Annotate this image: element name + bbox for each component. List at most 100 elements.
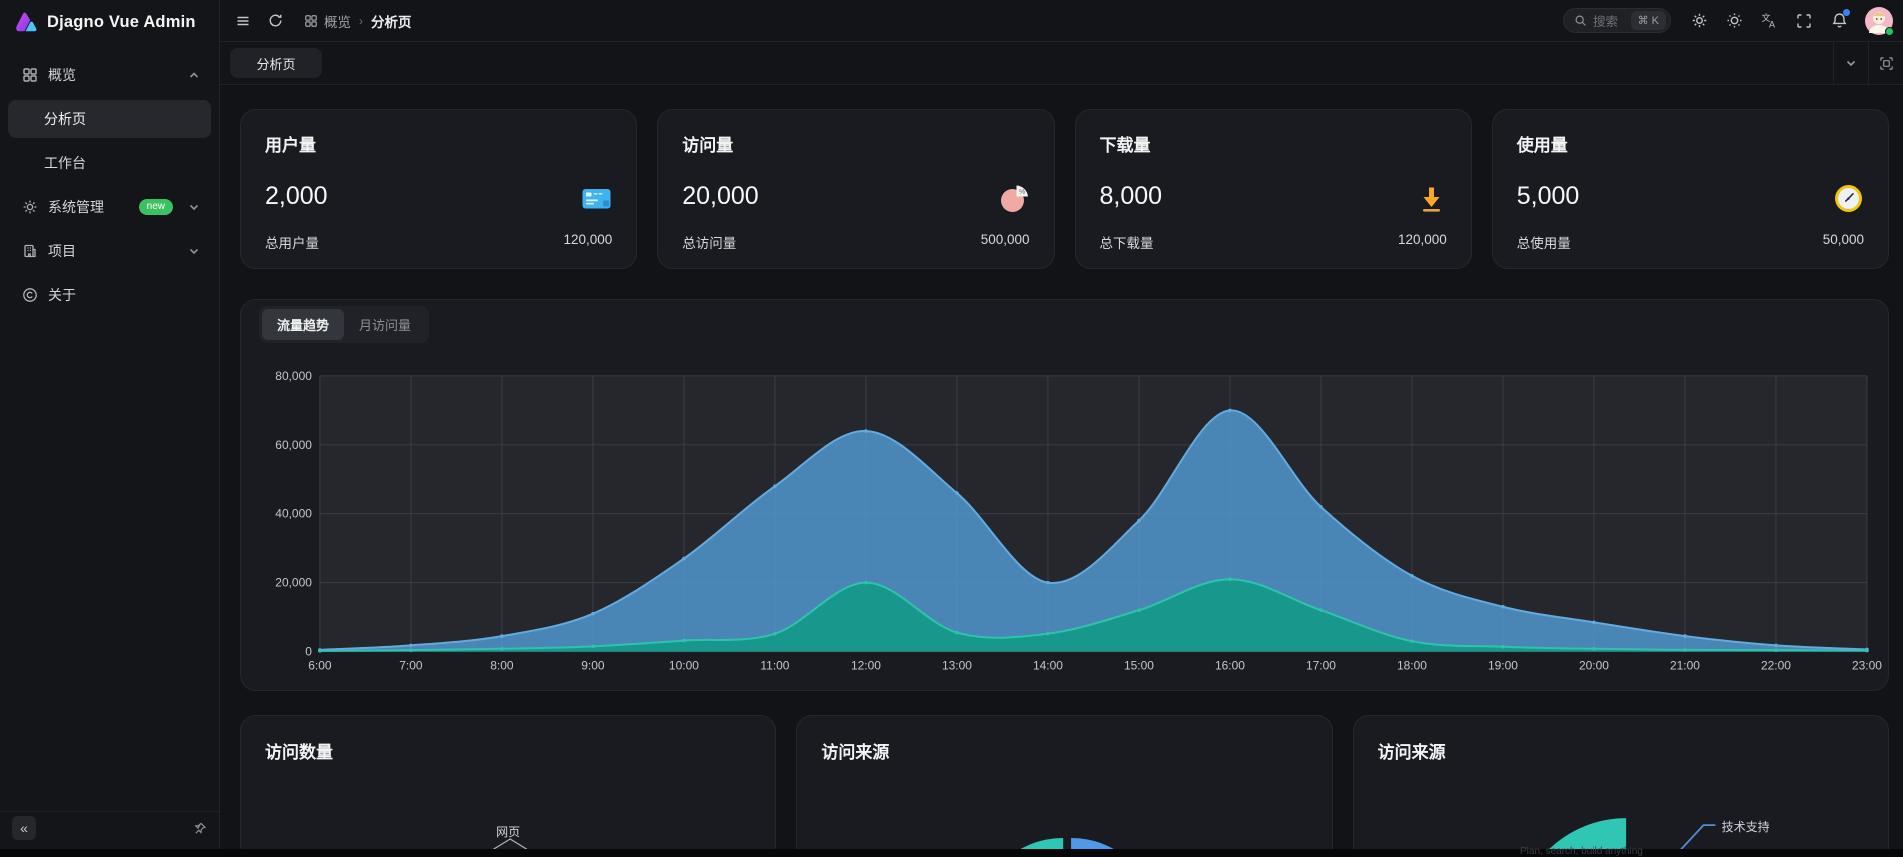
content-maximize-button[interactable]	[1868, 42, 1903, 84]
traffic-area-chart: 0 20,000 40,000 60,000 80,000 6:00 7:00 8:00 9:0…	[275, 369, 1882, 673]
background-window-text: Plan, search, build anything	[1520, 846, 1643, 857]
svg-text:20,000: 20,000	[275, 576, 312, 590]
chevron-down-icon	[187, 200, 201, 214]
svg-text:11:00: 11:00	[760, 659, 789, 673]
svg-text:A: A	[1768, 19, 1774, 29]
settings-button[interactable]	[1684, 6, 1714, 36]
logo-icon	[16, 12, 37, 32]
stat-footer-value: 50,000	[1822, 232, 1864, 247]
stat-title: 使用量	[1516, 136, 1568, 155]
chart-tab-traffic[interactable]: 流量趋势	[262, 309, 345, 340]
sidebar-item-overview[interactable]: 概览	[8, 56, 211, 94]
sidebar: Djagno Vue Admin 概览 分析页 工作台	[0, 0, 220, 857]
grid-icon	[22, 67, 38, 83]
stat-cards-row: 用户量 2,000 总用户量 120,000 访问量 20,000	[240, 109, 1889, 269]
traffic-trends-card: 流量趋势 月访问量 0 20,000 40,000 60,000 80,000 6:00 7…	[240, 299, 1889, 691]
stat-footer-label: 总用户量	[265, 236, 319, 251]
notifications-button[interactable]	[1824, 6, 1854, 36]
stat-footer-label: 总使用量	[1516, 236, 1571, 251]
search-input[interactable]: 搜索 ⌘ K	[1563, 8, 1671, 33]
stat-title: 用户量	[265, 136, 316, 155]
menu-toggle-button[interactable]	[228, 6, 258, 36]
stat-footer-value: 120,000	[563, 232, 613, 247]
visit-count-card: 访问数量 网页	[240, 715, 777, 857]
stat-footer-value: 120,000	[1397, 232, 1447, 247]
refresh-button[interactable]	[260, 6, 290, 36]
topbar-actions: 搜索 ⌘ K 文 A	[1563, 6, 1897, 36]
search-icon	[1575, 15, 1586, 26]
bottom-cards-row: 访问数量 网页 访问来源 访问来源 技术支持	[240, 715, 1889, 857]
tab-analytics[interactable]: 分析页	[230, 48, 322, 78]
stat-card-usage: 使用量 5,000 总使用量 50,000	[1491, 109, 1889, 269]
pie-chart	[1008, 837, 1127, 857]
sidebar-item-about[interactable]: 关于	[8, 276, 211, 314]
stat-value: 2,000	[265, 182, 328, 210]
sun-icon	[1726, 13, 1742, 28]
stat-value: 20,000	[682, 182, 759, 210]
copyright-icon	[22, 287, 38, 303]
svg-text:60,000: 60,000	[275, 438, 312, 452]
pin-icon	[194, 822, 207, 834]
grid-icon	[305, 14, 317, 27]
stat-card-users: 用户量 2,000 总用户量 120,000	[240, 109, 638, 269]
pie-callout-label: 技术支持	[1721, 820, 1770, 834]
svg-text:17:00: 17:00	[1306, 659, 1336, 673]
chevron-down-icon	[187, 244, 201, 258]
tab-list-button[interactable]	[1833, 42, 1868, 84]
card-title: 访问来源	[821, 743, 890, 762]
fullscreen-icon	[1797, 13, 1811, 28]
sidebar-item-projects[interactable]: 项目	[8, 232, 211, 270]
card-title: 访问数量	[265, 743, 333, 762]
search-placeholder: 搜索	[1593, 15, 1619, 29]
sidebar-item-analytics[interactable]: 分析页	[8, 100, 211, 138]
new-badge: new	[138, 199, 173, 215]
svg-text:80,000: 80,000	[275, 369, 312, 383]
id-card-icon	[582, 189, 611, 209]
svg-text:20:00: 20:00	[1579, 659, 1609, 673]
svg-text:7:00: 7:00	[399, 659, 423, 673]
online-status-dot	[1885, 26, 1894, 36]
theme-toggle-button[interactable]	[1719, 6, 1749, 36]
breadcrumb-current: 分析页	[371, 14, 412, 30]
notification-dot	[1843, 8, 1850, 16]
svg-text:文: 文	[1761, 12, 1770, 23]
stat-card-downloads: 下载量 8,000 总下载量 120,000	[1074, 109, 1472, 269]
svg-text:%: %	[1019, 189, 1025, 196]
svg-text:40,000: 40,000	[275, 507, 312, 521]
sidebar-collapse-button[interactable]: «	[12, 816, 36, 840]
svg-text:13:00: 13:00	[942, 659, 972, 673]
stat-value: 5,000	[1516, 182, 1580, 210]
sidebar-item-label: 项目	[48, 243, 76, 259]
svg-text:14:00: 14:00	[1033, 659, 1063, 673]
stat-footer-label: 总下载量	[1099, 236, 1154, 251]
sidebar-pin-button[interactable]	[192, 821, 207, 836]
pie-slice-chart	[1541, 818, 1716, 857]
search-shortcut: ⌘ K	[1630, 11, 1666, 30]
stat-footer: 总访问量 500,000	[682, 232, 1029, 252]
user-avatar[interactable]	[1865, 6, 1894, 36]
stat-value: 8,000	[1099, 182, 1163, 210]
stat-footer-value: 500,000	[980, 232, 1030, 247]
sidebar-item-system[interactable]: 系统管理 new	[8, 188, 211, 226]
breadcrumb-root[interactable]: 概览	[304, 11, 351, 31]
sidebar-item-label: 关于	[48, 287, 76, 303]
bell-icon	[1832, 13, 1846, 28]
pie-chart-icon: %	[1000, 185, 1028, 212]
sidebar-nav: 概览 分析页 工作台 系统管理 new	[0, 44, 219, 811]
svg-text:21:00: 21:00	[1670, 659, 1700, 673]
svg-text:18:00: 18:00	[1397, 659, 1427, 673]
breadcrumb-root-label: 概览	[324, 14, 351, 30]
fullscreen-button[interactable]	[1789, 6, 1819, 36]
language-button[interactable]: 文 A	[1754, 6, 1784, 36]
translate-icon: 文 A	[1761, 12, 1774, 29]
sidebar-item-workspace[interactable]: 工作台	[8, 144, 211, 182]
stat-card-visits: 访问量 20,000 % 总访问量 500,000	[657, 109, 1055, 269]
radar-axis-label: 网页	[496, 825, 521, 839]
chart-tab-monthly[interactable]: 月访问量	[359, 318, 412, 333]
visit-source-pie-card: 访问来源	[796, 715, 1333, 857]
svg-text:9:00: 9:00	[581, 659, 605, 673]
clock-icon	[1835, 185, 1862, 212]
svg-text:0: 0	[305, 645, 312, 659]
app-logo[interactable]: Djagno Vue Admin	[0, 0, 219, 44]
